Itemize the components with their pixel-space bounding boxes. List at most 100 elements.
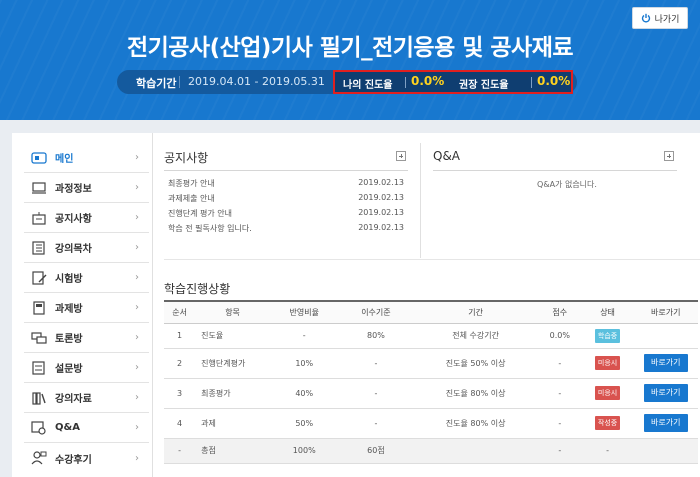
cell-no: 2 [164, 348, 196, 379]
notice-item[interactable]: 최종평가 안내 2019.02.13 [168, 178, 404, 193]
sidebar-item-label: 설문방 [55, 364, 83, 375]
content-panel: 메인 › 과정정보 › 공지사항 › 강의목차 › 시험방 › 과제방 › [12, 133, 700, 477]
divider [420, 143, 421, 258]
column-header: 점수 [537, 300, 582, 324]
cell-score: - [537, 408, 582, 439]
sidebar-item-label: 과정정보 [55, 184, 92, 195]
sidebar-item-materials[interactable]: 강의자료 › [24, 383, 149, 413]
column-header: 이수기준 [338, 300, 414, 324]
sidebar-item-notice[interactable]: 공지사항 › [24, 203, 149, 233]
cell-ratio: 40% [269, 378, 339, 409]
column-header: 상태 [581, 300, 634, 324]
cell-goto: 바로가기 [633, 348, 698, 379]
cell-period: 진도율 80% 이상 [413, 408, 538, 439]
sidebar-item-label: 수강후기 [55, 454, 92, 466]
sidebar-item-label: 강의자료 [55, 394, 92, 405]
notice-item[interactable]: 학습 전 필독사항 입니다. 2019.02.13 [168, 223, 404, 238]
sidebar: 메인 › 과정정보 › 공지사항 › 강의목차 › 시험방 › 과제방 › [24, 143, 149, 473]
cell-criteria: - [338, 348, 414, 379]
period-label: 학습기간 [136, 77, 177, 90]
cell-criteria: 80% [338, 323, 414, 349]
cell-no: - [164, 438, 196, 464]
notice-item-date: 2019.02.13 [358, 193, 404, 202]
table-row: 2 진행단계평가 10% - 진도율 50% 이상 - 미응시 바로가기 [164, 348, 698, 379]
notice-item-title: 과제제출 안내 [168, 194, 215, 203]
sidebar-item-survey[interactable]: 설문방 › [24, 353, 149, 383]
column-header: 반영비율 [269, 300, 339, 324]
cell-score: - [537, 378, 582, 409]
main-icon [31, 151, 47, 164]
cell-item: 진행단계평가 [195, 348, 270, 379]
divider [164, 259, 700, 260]
cell-no: 3 [164, 378, 196, 409]
notice-item-title: 최종평가 안내 [168, 179, 215, 188]
cell-score: - [537, 438, 582, 464]
column-header: 항목 [195, 300, 270, 324]
course-title: 전기공사(산업)기사 필기_전기응용 및 공사재료 [126, 35, 574, 61]
cell-period: 전체 수강기간 [413, 323, 538, 349]
sidebar-item-label: 시험방 [55, 274, 83, 285]
course-header: 나가기 전기공사(산업)기사 필기_전기응용 및 공사재료 학습기간 2019.… [0, 0, 700, 120]
column-header: 순서 [164, 300, 196, 324]
lecture-list-icon [32, 240, 45, 255]
cell-goto: 바로가기 [633, 408, 698, 439]
cell-item: 과제 [195, 408, 270, 439]
sidebar-item-exam[interactable]: 시험방 › [24, 263, 149, 293]
notice-more-plus-icon[interactable] [396, 151, 406, 161]
power-icon [641, 13, 650, 23]
sidebar-item-qa[interactable]: Q&A › [24, 413, 149, 443]
sidebar-item-discussion[interactable]: 토론방 › [24, 323, 149, 353]
notice-item-title: 진행단계 평가 안내 [168, 209, 232, 218]
notice-title: 공지사항 [164, 151, 209, 165]
cell-period: 진도율 80% 이상 [413, 378, 538, 409]
cell-item: 최종평가 [195, 378, 270, 409]
chevron-right-icon: › [135, 152, 139, 163]
cell-item: 진도율 [195, 323, 270, 349]
cell-status: 미응시 [581, 348, 634, 379]
chevron-right-icon: › [135, 212, 139, 223]
goto-button[interactable]: 바로가기 [643, 414, 688, 432]
progress-title: 학습진행상황 [164, 282, 231, 296]
notice-item[interactable]: 과제제출 안내 2019.02.13 [168, 193, 404, 208]
status-badge: 작성중 [594, 416, 621, 430]
sidebar-item-course-info[interactable]: 과정정보 › [24, 173, 149, 203]
cell-score: 0.0% [537, 323, 582, 349]
cell-status: 미응시 [581, 378, 634, 409]
sidebar-item-main[interactable]: 메인 › [24, 143, 149, 173]
sidebar-item-label: 강의목차 [55, 244, 92, 255]
exam-icon [32, 270, 47, 285]
progress-summary: 나의 진도율 0.0% 권장 진도율 0.0% [333, 70, 573, 94]
status-badge: 미응시 [594, 356, 621, 370]
divider [405, 77, 406, 88]
sidebar-item-assignment[interactable]: 과제방 › [24, 293, 149, 323]
chevron-right-icon: › [135, 452, 139, 464]
chevron-right-icon: › [135, 182, 139, 193]
table-header-row: 순서 항목 반영비율 이수기준 기간 점수 상태 바로가기 [164, 300, 698, 324]
sidebar-item-lecture-list[interactable]: 강의목차 › [24, 233, 149, 263]
status-badge: 미응시 [594, 386, 621, 400]
course-info-icon [32, 181, 46, 194]
cell-goto [633, 323, 698, 349]
divider [433, 170, 677, 171]
divider [164, 170, 408, 171]
notice-item[interactable]: 진행단계 평가 안내 2019.02.13 [168, 208, 404, 223]
sidebar-item-label: Q&A [55, 422, 80, 433]
chevron-right-icon: › [135, 272, 139, 283]
cell-no: 1 [164, 323, 196, 349]
recommended-progress-label: 권장 진도율 [459, 80, 509, 91]
goto-button[interactable]: 바로가기 [643, 384, 688, 402]
header-pattern [0, 0, 700, 120]
qa-title: Q&A [433, 149, 461, 163]
sidebar-item-review[interactable]: 수강후기 › [24, 443, 149, 473]
cell-period: 진도율 50% 이상 [413, 348, 538, 379]
my-progress-value: 0.0% [411, 74, 445, 88]
exit-button[interactable]: 나가기 [632, 7, 688, 29]
my-progress-label: 나의 진도율 [343, 80, 393, 91]
qa-more-plus-icon[interactable] [664, 151, 674, 161]
cell-status: - [581, 438, 634, 464]
cell-item: 총점 [195, 438, 270, 464]
cell-status: 학습중 [581, 323, 634, 349]
progress-table: 순서 항목 반영비율 이수기준 기간 점수 상태 바로가기 1 진도율 - 80… [164, 300, 698, 464]
goto-button[interactable]: 바로가기 [643, 354, 688, 372]
chevron-right-icon: › [135, 362, 139, 373]
